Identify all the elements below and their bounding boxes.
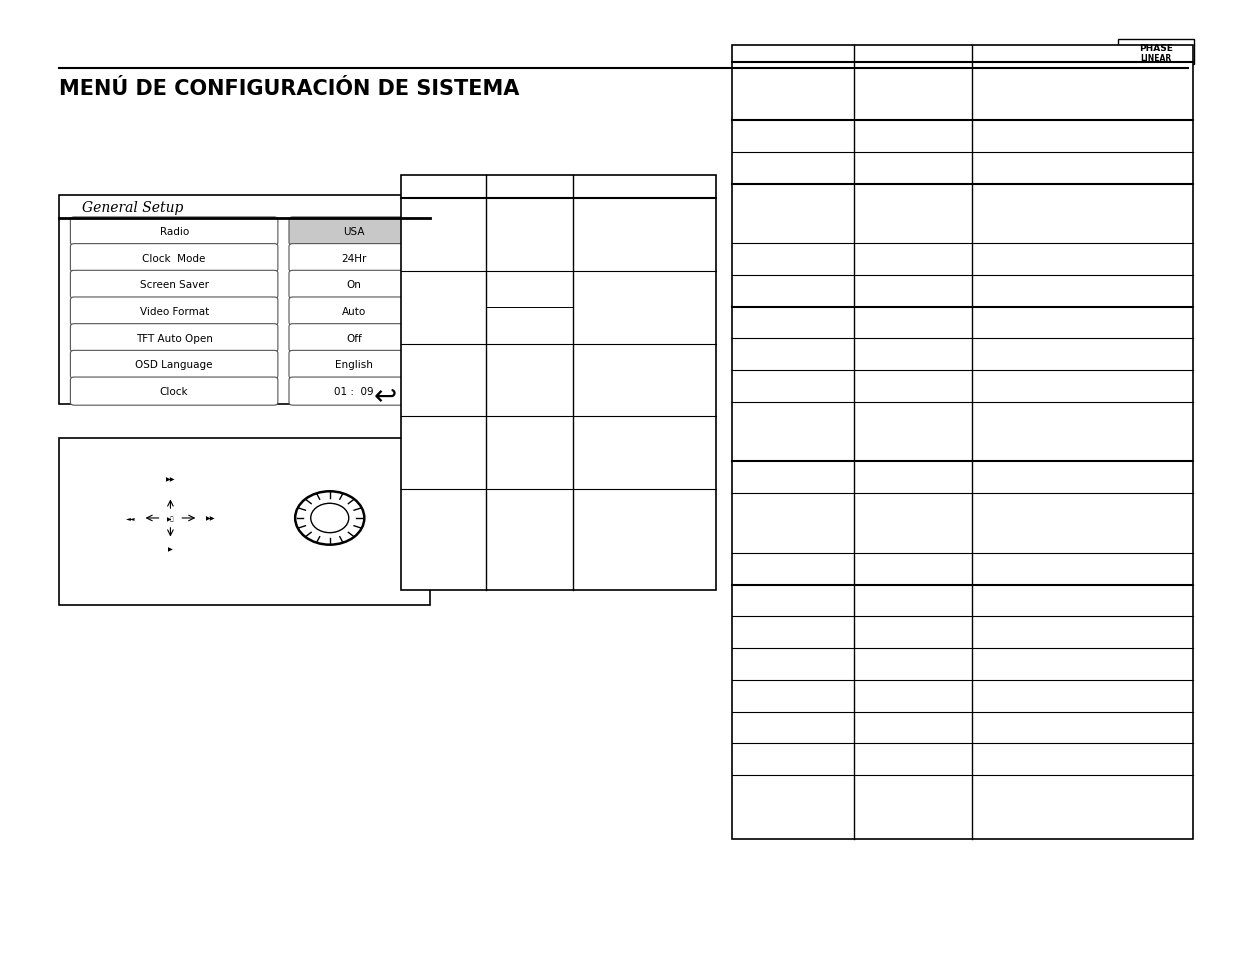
Text: Video Format: Video Format <box>140 307 209 316</box>
Text: ↩: ↩ <box>374 381 396 410</box>
Text: LINEAR: LINEAR <box>1140 54 1172 63</box>
Text: General Setup: General Setup <box>82 200 183 214</box>
Circle shape <box>295 492 364 545</box>
FancyBboxPatch shape <box>70 271 278 299</box>
Text: ▶: ▶ <box>168 547 173 552</box>
Text: TFT Auto Open: TFT Auto Open <box>136 334 212 343</box>
Text: Auto: Auto <box>342 307 366 316</box>
Text: Clock: Clock <box>159 387 189 396</box>
FancyBboxPatch shape <box>289 297 419 326</box>
Text: ▶⏸: ▶⏸ <box>167 516 174 521</box>
FancyBboxPatch shape <box>70 377 278 406</box>
FancyBboxPatch shape <box>289 351 419 379</box>
Text: On: On <box>346 280 362 290</box>
FancyBboxPatch shape <box>289 271 419 299</box>
Bar <box>401 176 716 591</box>
FancyBboxPatch shape <box>70 324 278 353</box>
Text: USA: USA <box>343 227 364 236</box>
Text: OSD Language: OSD Language <box>136 360 212 370</box>
Bar <box>1118 40 1194 65</box>
Text: Off: Off <box>346 334 362 343</box>
FancyBboxPatch shape <box>70 217 278 246</box>
Text: 01 :  09: 01 : 09 <box>333 387 374 396</box>
FancyBboxPatch shape <box>70 244 278 273</box>
Text: 24Hr: 24Hr <box>341 253 367 263</box>
Text: Screen Saver: Screen Saver <box>140 280 209 290</box>
Circle shape <box>311 504 348 533</box>
FancyBboxPatch shape <box>70 351 278 379</box>
Text: ▶▶: ▶▶ <box>206 516 215 521</box>
Bar <box>732 46 1193 839</box>
Text: Radio: Radio <box>159 227 189 236</box>
Text: Clock  Mode: Clock Mode <box>142 253 206 263</box>
Text: ◄◄: ◄◄ <box>126 516 135 521</box>
FancyBboxPatch shape <box>289 324 419 353</box>
Bar <box>59 195 430 405</box>
FancyBboxPatch shape <box>289 244 419 273</box>
FancyBboxPatch shape <box>70 297 278 326</box>
FancyBboxPatch shape <box>289 377 419 406</box>
Text: English: English <box>335 360 373 370</box>
Text: PHASE: PHASE <box>1139 44 1173 52</box>
Text: MENÚ DE CONFIGURACIÓN DE SISTEMA: MENÚ DE CONFIGURACIÓN DE SISTEMA <box>59 79 520 98</box>
Bar <box>59 438 430 605</box>
Text: ▶▶: ▶▶ <box>165 476 175 481</box>
FancyBboxPatch shape <box>289 217 419 246</box>
